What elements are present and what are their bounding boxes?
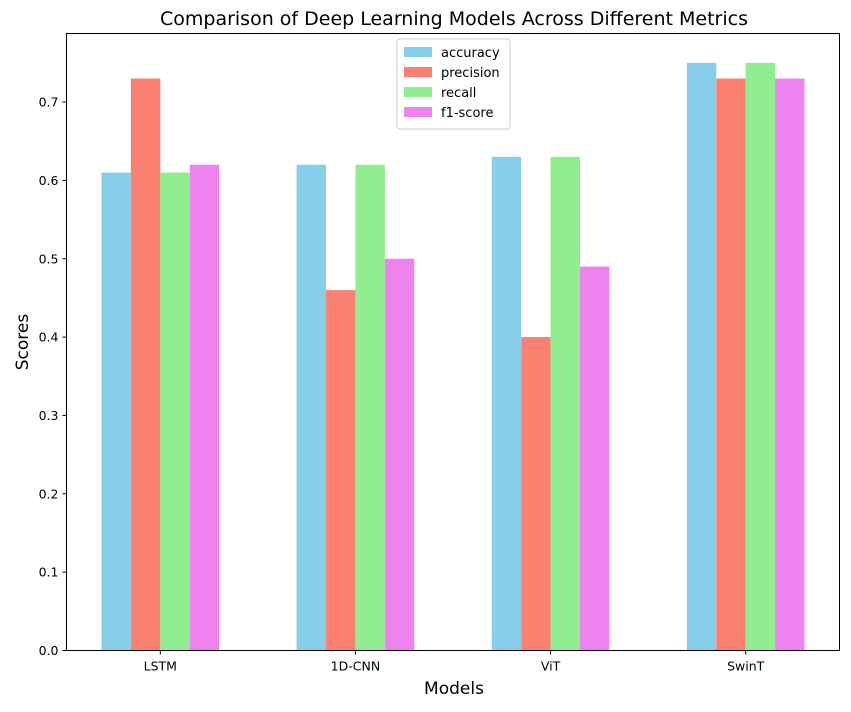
- legend-swatch-precision: [404, 67, 432, 77]
- chart-title: Comparison of Deep Learning Models Acros…: [160, 8, 748, 30]
- bar-f1-score-LSTM: [189, 164, 220, 651]
- y-tick-label: 0.1: [39, 565, 59, 580]
- y-tick-label: 0.3: [39, 408, 59, 423]
- x-axis-ticks: LSTM 1D-CNN ViT SwinT: [144, 650, 765, 674]
- legend-label-precision: precision: [441, 66, 500, 81]
- legend-swatch-accuracy: [404, 47, 432, 57]
- legend: accuracy precision recall f1-score: [396, 38, 511, 130]
- y-tick-label: 0.7: [39, 95, 59, 110]
- bar-accuracy-LSTM: [101, 172, 131, 651]
- bar-f1-score-SwinT: [775, 78, 805, 651]
- bar-precision-SwinT: [716, 78, 746, 651]
- bar-precision-1D-CNN: [326, 290, 356, 651]
- x-tick-label: 1D-CNN: [331, 659, 381, 674]
- bar-precision-ViT: [521, 337, 551, 651]
- bar-recall-SwinT: [745, 62, 776, 651]
- x-tick-label: SwinT: [727, 659, 765, 674]
- x-tick-label: ViT: [541, 659, 561, 674]
- legend-label-recall: recall: [441, 86, 476, 101]
- y-tick-label: 0.4: [39, 330, 59, 345]
- bar-accuracy-1D-CNN: [296, 164, 327, 651]
- y-axis-ticks: 0.0 0.1 0.2 0.3 0.4 0.5 0.6 0.7: [39, 95, 67, 658]
- bar-precision-LSTM: [130, 78, 161, 651]
- legend-frame: [396, 38, 511, 130]
- bar-recall-ViT: [550, 156, 580, 651]
- bar-accuracy-SwinT: [686, 62, 717, 651]
- legend-swatch-recall: [404, 87, 432, 97]
- legend-label-f1-score: f1-score: [441, 106, 493, 121]
- bars-group: [101, 62, 805, 651]
- plot-frame: [66, 33, 840, 651]
- x-tick-label: LSTM: [144, 659, 177, 674]
- legend-label-accuracy: accuracy: [441, 46, 500, 61]
- bar-f1-score-1D-CNN: [384, 258, 415, 651]
- y-tick-label: 0.6: [39, 173, 59, 188]
- y-tick-label: 0.0: [39, 643, 59, 658]
- y-axis-label: Scores: [13, 314, 33, 371]
- legend-swatch-f1-score: [404, 107, 432, 117]
- bar-recall-1D-CNN: [355, 164, 385, 651]
- x-axis-label: Models: [424, 679, 484, 699]
- y-tick-label: 0.5: [39, 251, 59, 266]
- bar-recall-LSTM: [160, 172, 190, 651]
- bar-accuracy-ViT: [491, 156, 522, 651]
- bar-f1-score-ViT: [579, 266, 610, 651]
- y-tick-label: 0.2: [39, 486, 59, 501]
